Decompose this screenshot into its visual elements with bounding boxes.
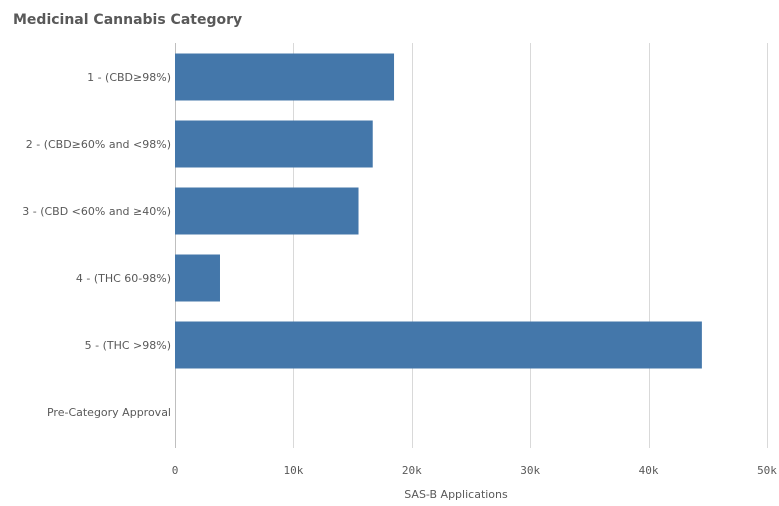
category-label: 1 - (CBD≥98%) xyxy=(87,71,171,84)
category-label: Pre-Category Approval xyxy=(47,406,171,419)
category-label: 3 - (CBD <60% and ≥40%) xyxy=(22,205,171,218)
bar[interactable] xyxy=(175,254,220,302)
grid-layer xyxy=(175,43,768,448)
x-axis-title: SAS-B Applications xyxy=(404,488,508,501)
category-label-layer: 1 - (CBD≥98%) 2 - (CBD≥60% and <98%) 3 - (… xyxy=(22,71,171,419)
x-tick-label: 50k xyxy=(757,464,777,477)
x-tick-label: 10k xyxy=(283,464,303,477)
bar[interactable] xyxy=(175,187,359,235)
chart-title: Medicinal Cannabis Category xyxy=(13,12,243,28)
category-label: 4 - (THC 60-98%) xyxy=(76,272,171,285)
x-tick-label: 0 xyxy=(172,464,179,477)
x-tick-label: 30k xyxy=(520,464,540,477)
tick-label-layer: 0 10k 20k 30k 40k 50k xyxy=(172,464,778,477)
bar[interactable] xyxy=(175,321,702,369)
category-label: 5 - (THC >98%) xyxy=(85,339,171,352)
bar[interactable] xyxy=(175,53,395,101)
x-tick-label: 20k xyxy=(402,464,422,477)
category-label: 2 - (CBD≥60% and <98%) xyxy=(26,138,171,151)
bar[interactable] xyxy=(175,120,373,168)
x-tick-label: 40k xyxy=(639,464,659,477)
bar-layer xyxy=(175,53,702,369)
